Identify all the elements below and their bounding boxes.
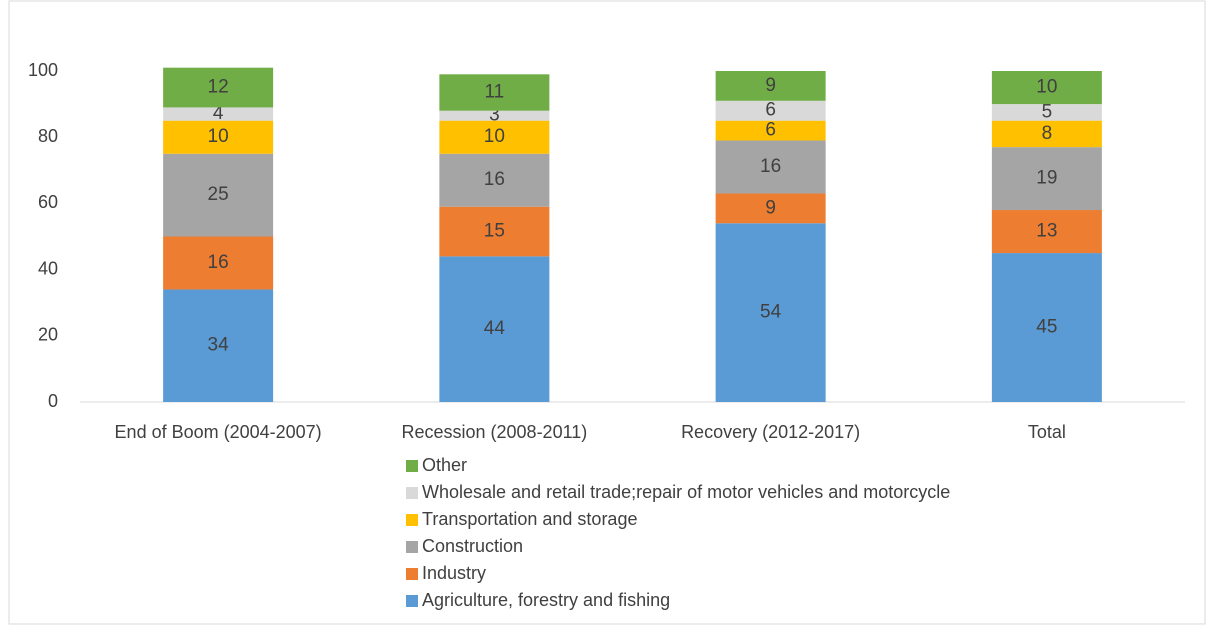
data-label: 44 <box>484 318 506 339</box>
data-label: 12 <box>208 77 229 98</box>
bar-segment <box>991 253 1102 402</box>
bar-segment <box>163 67 274 108</box>
x-tick-label: End of Boom (2004-2007) <box>115 422 322 442</box>
bar-segment <box>991 210 1102 254</box>
bar-segment <box>715 193 826 224</box>
data-label: 8 <box>1042 123 1053 144</box>
y-tick-label: 40 <box>38 258 58 278</box>
y-tick-label: 20 <box>38 325 58 345</box>
legend-swatch <box>406 568 418 580</box>
legend-swatch <box>406 595 418 607</box>
legend-label: Transportation and storage <box>422 509 637 529</box>
x-tick-label: Recovery (2012-2017) <box>681 422 860 442</box>
bar-segment <box>439 153 550 207</box>
data-label: 13 <box>1036 221 1057 242</box>
bar-segment <box>163 107 274 121</box>
bar-segment <box>991 147 1102 211</box>
bar-segment <box>991 120 1102 148</box>
bar-segment <box>715 223 826 402</box>
y-tick-label: 100 <box>28 60 58 80</box>
data-label: 34 <box>208 335 230 356</box>
y-tick-label: 60 <box>38 192 58 212</box>
legend-label: Construction <box>422 536 523 556</box>
bar-segment <box>715 71 826 101</box>
bar-segment <box>439 206 550 257</box>
bar-segment <box>163 120 274 154</box>
data-label: 4 <box>213 103 224 124</box>
legend-label: Wholesale and retail trade;repair of mot… <box>422 482 950 502</box>
bar-segment <box>439 74 550 111</box>
data-label: 16 <box>484 169 505 190</box>
bar-segment <box>991 71 1102 105</box>
bar-segment <box>163 289 274 402</box>
data-label: 15 <box>484 221 505 242</box>
bar-segment <box>439 110 550 121</box>
bar-segment <box>163 153 274 237</box>
bar-segment <box>163 236 274 290</box>
legend-label: Industry <box>422 563 486 583</box>
data-label: 10 <box>484 126 505 147</box>
legend-swatch <box>406 460 418 472</box>
legend-label: Agriculture, forestry and fishing <box>422 590 670 610</box>
y-tick-label: 80 <box>38 126 58 146</box>
bar-segment <box>439 256 550 402</box>
y-tick-label: 0 <box>48 391 58 411</box>
data-label: 6 <box>765 120 776 141</box>
data-label: 9 <box>765 75 776 96</box>
bar-segment <box>991 104 1102 121</box>
data-label: 6 <box>765 100 776 121</box>
legend-swatch <box>406 487 418 499</box>
data-label: 10 <box>1036 77 1057 98</box>
legend-swatch <box>406 514 418 526</box>
data-label: 25 <box>208 184 229 205</box>
data-label: 19 <box>1036 168 1057 189</box>
data-label: 54 <box>760 302 782 323</box>
bar-segment <box>715 140 826 194</box>
data-label: 45 <box>1036 317 1057 338</box>
x-tick-label: Total <box>1028 422 1066 442</box>
data-label: 3 <box>489 105 500 126</box>
x-tick-label: Recession (2008-2011) <box>401 422 587 442</box>
legend-swatch <box>406 541 418 553</box>
data-label: 11 <box>485 82 505 103</box>
data-label: 9 <box>765 197 776 218</box>
bar-segment <box>715 100 826 121</box>
data-label: 16 <box>208 252 229 273</box>
data-label: 16 <box>760 156 781 177</box>
bar-segment <box>439 120 550 154</box>
data-label: 10 <box>208 126 229 147</box>
bar-segment <box>715 120 826 141</box>
data-label: 5 <box>1042 101 1053 122</box>
legend-label: Other <box>422 455 467 475</box>
